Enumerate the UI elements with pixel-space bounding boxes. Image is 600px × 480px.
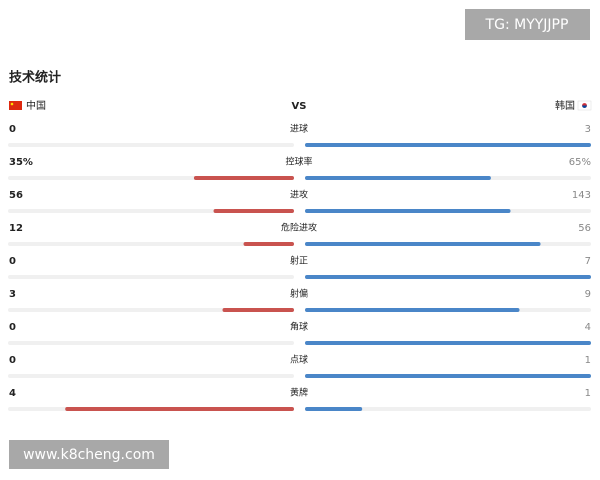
watermark-box (465, 9, 590, 40)
china-flag (9, 101, 22, 110)
away-team: 韩国 (555, 99, 575, 112)
stat-label: 危险进攻 (281, 222, 317, 234)
bar-track (8, 374, 294, 378)
stat-label: 进攻 (290, 189, 308, 201)
home-value: 4 (9, 388, 16, 399)
away-value: 1 (585, 388, 591, 399)
home-bar (213, 209, 294, 213)
away-bar (305, 374, 591, 378)
away-bar (305, 176, 491, 180)
home-value: 12 (9, 223, 23, 234)
bar-track (305, 407, 591, 411)
home-value: 0 (9, 256, 16, 267)
stat-label: 控球率 (285, 156, 312, 168)
stat-label: 射正 (290, 255, 308, 267)
home-value: 3 (9, 289, 16, 300)
away-value: 143 (572, 190, 591, 201)
watermark-box (9, 440, 169, 469)
away-value: 4 (585, 322, 591, 333)
home-team: 中国 (26, 99, 46, 112)
stat-label: 黄牌 (290, 387, 308, 399)
watermark: TG: MYYJJPP (485, 17, 569, 33)
vs: VS (292, 101, 307, 112)
away-bar (305, 275, 591, 279)
stat-label: 射偏 (290, 288, 308, 300)
home-value: 56 (9, 190, 23, 201)
bar-track (8, 308, 294, 312)
home-value: 35% (9, 157, 33, 168)
home-bar (243, 242, 294, 246)
home-value: 0 (9, 355, 16, 366)
away-bar (305, 143, 591, 147)
away-value: 1 (585, 355, 591, 366)
stat-label: 进球 (290, 123, 308, 135)
away-bar (305, 308, 520, 312)
away-value: 7 (585, 256, 591, 267)
bar-track (8, 275, 294, 279)
stat-label: 点球 (290, 354, 308, 366)
away-bar (305, 242, 541, 246)
bar-track (8, 143, 294, 147)
title: 技术统计 (9, 70, 61, 86)
away-bar (305, 209, 511, 213)
home-value: 0 (9, 322, 16, 333)
away-value: 3 (585, 124, 591, 135)
bar-track (8, 242, 294, 246)
away-bar (305, 341, 591, 345)
away-bar (305, 407, 363, 411)
home-bar (193, 176, 294, 180)
home-bar (65, 407, 294, 411)
away-value: 9 (585, 289, 591, 300)
korea-flag (577, 100, 592, 111)
away-value: 65% (569, 157, 591, 168)
stat-label: 角球 (290, 321, 308, 333)
away-value: 56 (578, 223, 591, 234)
home-value: 0 (9, 124, 16, 135)
home-bar (222, 308, 294, 312)
bar-track (8, 341, 294, 345)
watermark: www.k8cheng.com (23, 447, 155, 463)
